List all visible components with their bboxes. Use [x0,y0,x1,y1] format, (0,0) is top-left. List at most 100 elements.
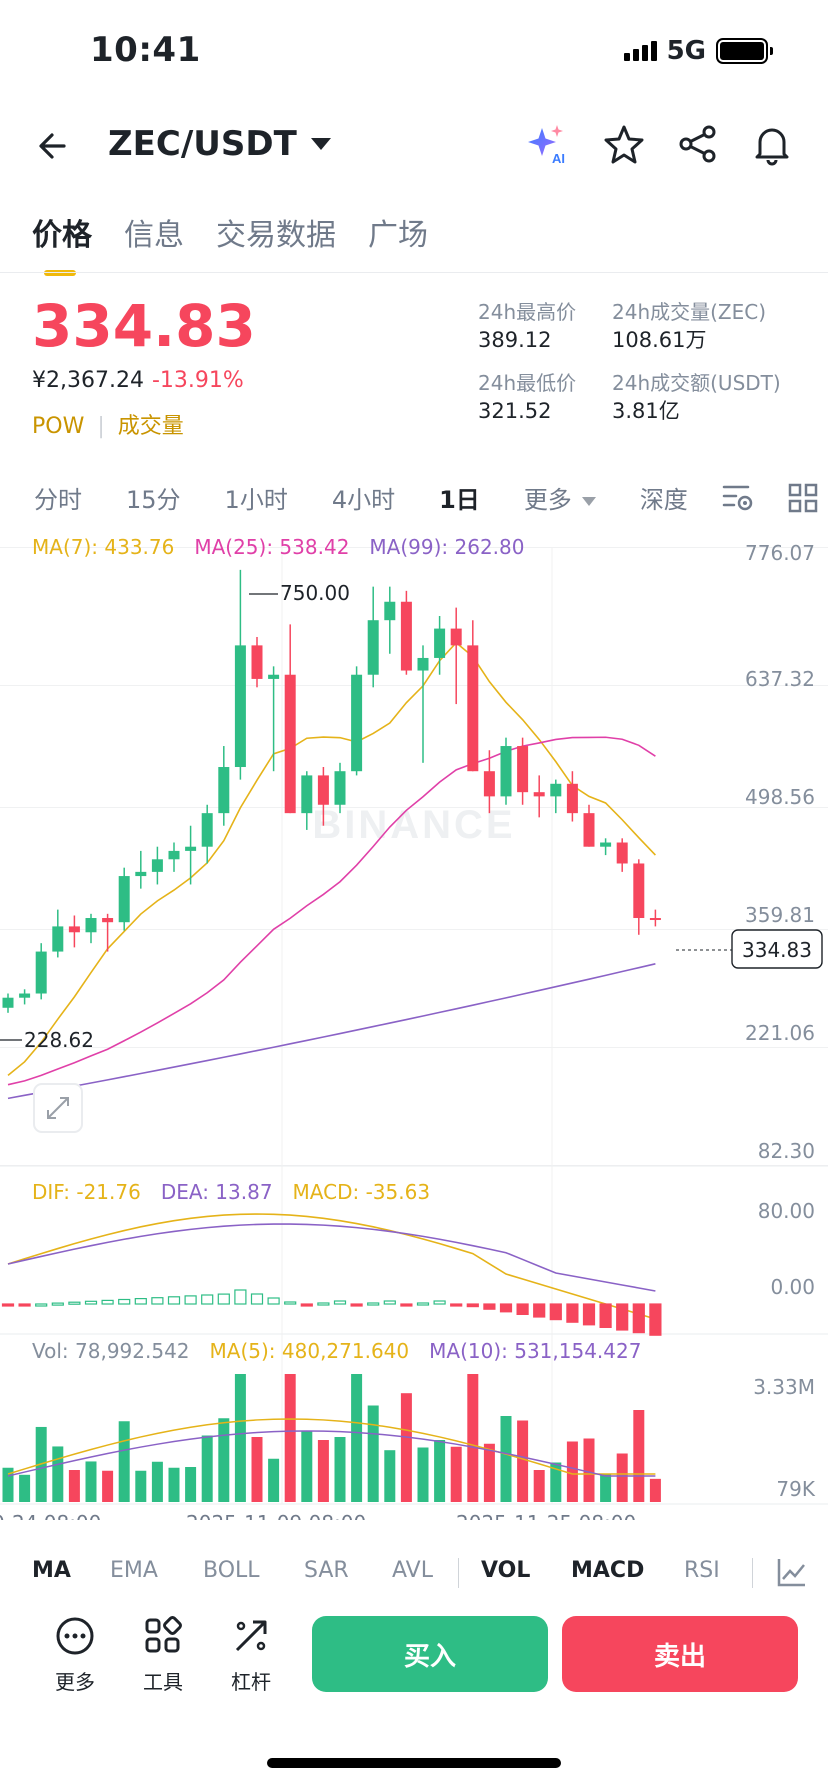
candle-body [384,601,396,621]
interval-1d[interactable]: 1日 [439,486,480,514]
macd-bar [433,1300,446,1305]
candle-body [483,771,495,797]
low-label: 24h最低价 [478,371,577,395]
volume-tag[interactable]: 成交量 [117,414,184,439]
ind-rsi[interactable]: RSI [684,1558,720,1583]
tab-info[interactable]: 信息 [124,218,184,253]
sell-button[interactable]: 卖出 [562,1616,798,1692]
candle-body [583,813,595,847]
volume-bar [85,1461,97,1502]
ind-macd[interactable]: MACD [571,1558,645,1583]
volume-bar [317,1440,329,1502]
candle-body [68,926,80,933]
volume-bar [583,1438,595,1502]
candle-body [334,771,346,805]
macd-bar [317,1302,330,1306]
volume-bar [616,1453,628,1502]
svg-text:AI: AI [552,151,565,166]
ind-ema[interactable]: EMA [110,1558,158,1583]
indicator-settings-icon[interactable] [776,1556,808,1588]
price-axis-label: 637.32 [745,667,815,691]
leverage-icon [235,1620,267,1652]
tools-tool[interactable]: 工具 [128,1616,198,1695]
ind-avl[interactable]: AVL [392,1558,433,1583]
ind-vol[interactable]: VOL [481,1558,531,1583]
interval-more[interactable]: 更多 [524,480,596,515]
depth-tab[interactable]: 深度 [639,486,688,514]
interval-15m[interactable]: 15分 [126,486,181,514]
expand-icon [47,1097,69,1119]
turnover-value: 3.81亿 [612,399,680,423]
volume-bar [633,1410,645,1502]
candle-body [85,918,97,933]
macd-bar [649,1303,662,1336]
candle-body [351,674,363,772]
interval-4h[interactable]: 4小时 [331,486,396,514]
macd-bar [483,1303,496,1310]
candle-body [417,657,429,671]
vol-label: 24h成交量(ZEC) [612,300,767,324]
max-price-label: 750.00 [280,581,350,605]
ma25-legend: MA(25): 538.42 [194,535,350,559]
candle-body [616,842,628,864]
layout-grid-icon[interactable] [788,483,818,513]
tab-price[interactable]: 价格 [32,210,92,276]
candle-body [284,674,296,814]
chart-grid [0,547,828,1505]
tag-separator: | [97,414,105,439]
ind-sar[interactable]: SAR [304,1558,349,1583]
interval-1h[interactable]: 1小时 [224,486,288,514]
more-tool[interactable]: 更多 [40,1616,110,1695]
macd-axis-label: 0.00 [770,1275,815,1299]
macd-bar [134,1297,147,1305]
macd-bar [616,1303,629,1331]
tabs-divider [0,272,828,273]
dea-line [7,1223,656,1292]
watermark: BINANCE [312,803,515,847]
macd-bar [533,1303,546,1318]
ind-boll[interactable]: BOLL [203,1558,260,1583]
share-icon[interactable] [676,122,720,166]
macd-bar [51,1302,64,1306]
macd-bar [566,1303,579,1323]
candle-body [102,918,114,923]
ind-ma[interactable]: MA [32,1558,71,1583]
candle-body [52,926,64,952]
ma-lines [7,641,656,1100]
back-arrow-icon[interactable] [34,126,74,166]
candle-body [400,601,412,671]
volume-bar [301,1431,313,1502]
macd-histogram [1,1289,662,1336]
volume-bar [450,1446,462,1502]
volume-bar [533,1470,545,1502]
time-axis-label: 0-24 08:00 [0,1511,101,1520]
vol-legend: Vol: 78,992.542 MA(5): 480,271.640 MA(10… [32,1339,641,1363]
more-tool-label: 更多 [55,1670,95,1694]
volume-bar [19,1474,31,1502]
pair-selector[interactable]: ZEC/USDT [108,124,331,164]
leverage-tool[interactable]: 杠杆 [216,1616,286,1695]
macd-bar [84,1300,98,1305]
tag-row: POW | 成交量 [32,408,184,440]
volume-bar [517,1420,529,1502]
ai-sparkle-icon[interactable]: AI [526,122,570,166]
candle-body [218,767,230,814]
ma25-line [7,736,656,1086]
bell-icon[interactable] [750,122,794,166]
time-axis-label: 2025-11-25 08:00 [456,1511,636,1520]
buy-button[interactable]: 买入 [312,1616,548,1692]
volume-ma-lines [7,1418,656,1477]
candle-body [317,775,329,805]
macd-bar [184,1295,197,1305]
tools-tool-label: 工具 [143,1670,183,1694]
star-icon[interactable] [602,122,646,166]
kline-chart[interactable]: BINANCE 776.07 637.32 498.56 359.81 221.06 82… [0,520,828,1520]
candle-body [118,876,130,923]
macd-bar [101,1299,114,1305]
tab-square[interactable]: 广场 [368,218,428,253]
tab-trading-data[interactable]: 交易数据 [216,218,336,253]
pow-tag[interactable]: POW [32,414,85,439]
chart-settings-icon[interactable] [722,483,754,513]
candle-body [566,783,578,814]
interval-timeline[interactable]: 分时 [34,486,82,514]
